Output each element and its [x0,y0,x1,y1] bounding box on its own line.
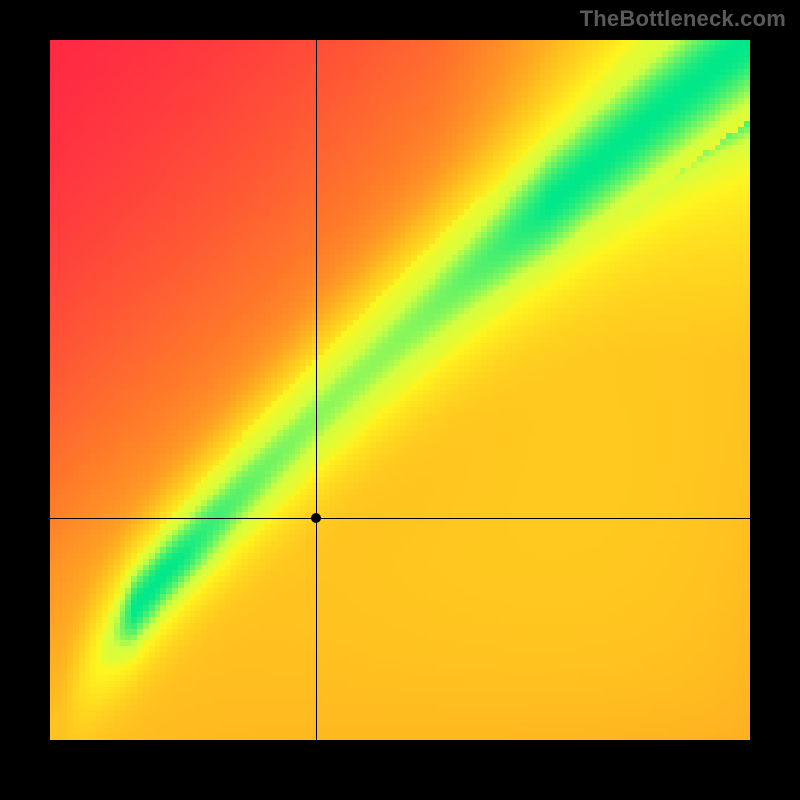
chart-container: TheBottleneck.com [0,0,800,800]
crosshair-vertical [316,40,317,740]
marker-dot [311,513,321,523]
heatmap-canvas [50,40,750,740]
plot-area [50,40,750,740]
watermark-text: TheBottleneck.com [580,6,786,32]
crosshair-horizontal [50,518,750,519]
